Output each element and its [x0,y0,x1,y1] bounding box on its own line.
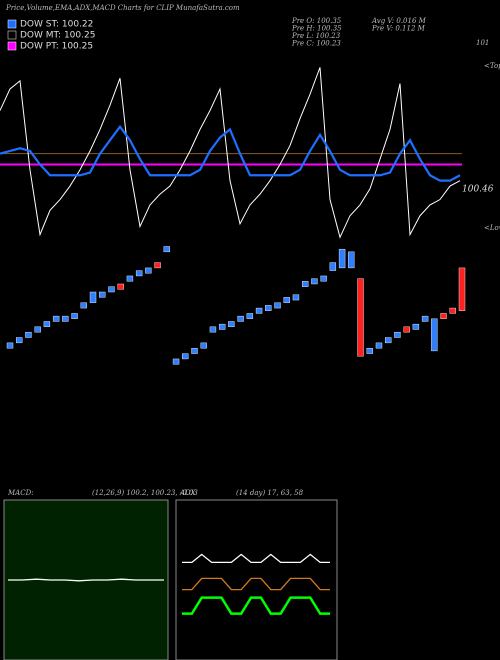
candle-body [274,302,281,309]
info-text: Pre O: 100.35 [291,17,342,25]
candle-body [412,323,420,330]
candle-body [311,278,318,285]
candle-body [99,291,106,298]
candle-body [209,326,217,333]
legend-label: DOW PT: 100.25 [20,42,93,52]
panel-title: MACD: [7,489,34,497]
candle-body [145,267,152,274]
candle-body [191,348,198,354]
line [182,553,330,564]
y2-tick-label: 101 [476,39,489,47]
candle-body [154,262,161,269]
legend-swatch [7,41,17,51]
line [8,578,164,582]
info-text: Avg V: 0.016 M [371,17,427,25]
candle-body [200,342,207,349]
candle-body [117,283,124,290]
candle-body [52,315,60,322]
candle-body [43,321,51,328]
candle-body [108,286,115,293]
annotation: <Tops [484,62,500,70]
legend-swatch [7,30,17,40]
candle-body [403,326,410,333]
candle-body [218,323,226,330]
panel-subtitle: (12,26,9) 100.2, 100.23, -0.03 [92,489,198,497]
legend-label: DOW MT: 100.25 [20,31,95,41]
candle-body [357,278,364,357]
candle-body [301,281,309,287]
candle-body [320,275,327,282]
candle-body [421,315,429,322]
legend-label: DOW ST: 100.22 [20,20,93,30]
candle-body [126,275,134,282]
line [0,124,461,182]
candle-body [394,331,401,338]
candle-body [338,248,346,269]
info-text: Pre V: 0.112 M [371,25,426,33]
candle-body [449,307,456,314]
candle-body [172,358,180,365]
candle-body [366,348,373,354]
candle-body [375,342,383,349]
info-text: Pre C: 100.23 [291,40,341,48]
panel-background [175,499,338,660]
candle-body [283,297,290,303]
candle-body [89,291,97,303]
info-text: Pre L: 100.23 [291,32,341,40]
candle-body [228,321,235,328]
candle-body [80,302,87,309]
candle-body [265,305,272,311]
line [0,67,461,239]
info-text: Pre H: 100.35 [291,25,342,33]
chart-title: Price,Volume,EMA,ADX,MACD Charts for CLI… [5,4,240,12]
line [182,596,330,615]
candle-body [255,307,263,314]
panel-title: ADX [179,489,197,497]
panel-subtitle: (14 day) 17, 63, 58 [236,489,304,497]
candle-body [329,262,337,271]
legend-swatch [7,19,17,29]
candle-body [182,353,189,360]
candle-body [34,326,41,333]
candle-body [25,331,32,338]
candle-body [62,315,69,322]
line [182,577,330,591]
candle-body [6,342,14,349]
candle-body [431,318,438,352]
candle-body [71,313,78,319]
candle-body [348,251,355,269]
candle-body [237,315,244,322]
annotation: <Lows [484,224,500,232]
y2-tick-label: 100.46 [462,184,494,194]
candle-body [458,267,466,311]
candle-body [246,313,254,319]
candle-body [385,337,392,344]
candle-body [16,337,23,344]
candle-body [292,294,300,301]
candle-body [440,313,447,319]
candle-body [135,270,143,277]
candle-body [163,246,171,253]
